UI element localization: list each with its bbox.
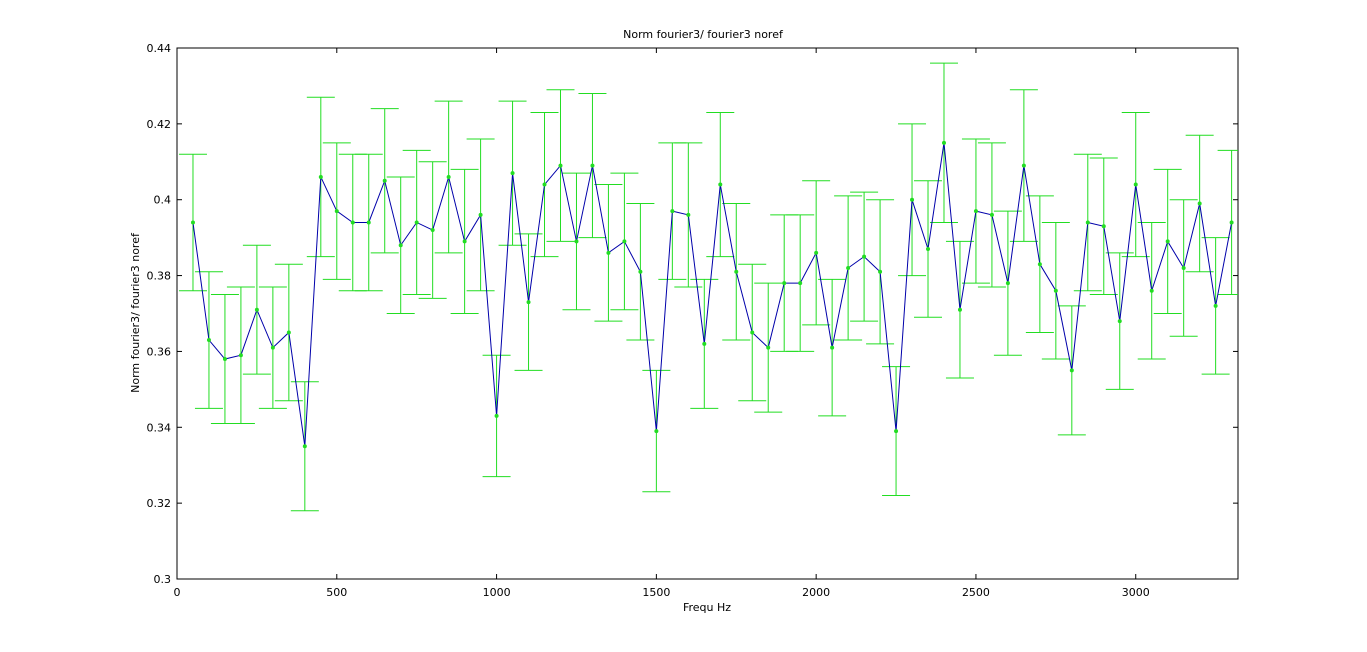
data-point bbox=[366, 220, 371, 225]
data-point bbox=[750, 330, 755, 335]
y-axis-ticks: 0.3 0.32 0.34 0.36 0.38 0.4 0.42 0.44 bbox=[147, 42, 1238, 586]
data-point bbox=[590, 163, 595, 168]
data-series bbox=[178, 62, 1238, 512]
data-point bbox=[606, 250, 611, 255]
data-point bbox=[622, 239, 627, 244]
data-point bbox=[926, 247, 931, 252]
data-point bbox=[734, 269, 739, 274]
data-point bbox=[910, 197, 915, 202]
data-point bbox=[1053, 288, 1058, 293]
data-point bbox=[526, 300, 531, 305]
y-tick-label: 0.3 bbox=[154, 573, 172, 586]
data-point bbox=[1021, 163, 1026, 168]
x-tick-label: 2000 bbox=[802, 586, 830, 599]
data-point bbox=[190, 220, 195, 225]
data-point bbox=[686, 212, 691, 217]
data-point bbox=[1117, 319, 1122, 324]
data-point bbox=[206, 338, 211, 343]
data-point bbox=[414, 220, 419, 225]
y-tick-label: 0.38 bbox=[147, 270, 172, 283]
data-point bbox=[462, 239, 467, 244]
x-tick-label: 3000 bbox=[1122, 586, 1150, 599]
x-axis-ticks: 0 500 1000 1500 2000 2500 3000 bbox=[174, 48, 1150, 599]
data-point bbox=[941, 140, 946, 145]
data-point bbox=[398, 243, 403, 248]
x-tick-label: 2500 bbox=[962, 586, 990, 599]
data-point bbox=[798, 281, 803, 286]
data-point bbox=[558, 163, 563, 168]
data-point bbox=[862, 254, 867, 259]
data-point bbox=[510, 171, 515, 176]
data-point bbox=[430, 228, 435, 233]
x-axis-label: Frequ Hz bbox=[683, 601, 731, 614]
data-point bbox=[1181, 265, 1186, 270]
data-point bbox=[1149, 288, 1154, 293]
data-point bbox=[702, 341, 707, 346]
data-point bbox=[989, 212, 994, 217]
data-point bbox=[494, 413, 499, 418]
x-tick-label: 1500 bbox=[642, 586, 670, 599]
data-point bbox=[574, 239, 579, 244]
data-point bbox=[302, 444, 307, 449]
data-point bbox=[1085, 220, 1090, 225]
data-point bbox=[1037, 262, 1042, 267]
data-point bbox=[1005, 281, 1010, 286]
data-point bbox=[846, 265, 851, 270]
data-point bbox=[222, 357, 227, 362]
data-point bbox=[638, 269, 643, 274]
data-point bbox=[878, 269, 883, 274]
data-point bbox=[1069, 368, 1074, 373]
y-tick-label: 0.42 bbox=[147, 118, 172, 131]
series-line bbox=[192, 142, 1233, 447]
y-tick-label: 0.32 bbox=[147, 497, 172, 510]
y-axis-label: Norm fourier3/ fourier3 noref bbox=[129, 232, 142, 393]
data-point bbox=[382, 178, 387, 183]
data-point bbox=[334, 209, 339, 214]
data-point bbox=[318, 174, 323, 179]
data-point bbox=[654, 429, 659, 434]
data-point bbox=[1197, 201, 1202, 206]
data-point bbox=[894, 429, 899, 434]
data-point bbox=[1213, 303, 1218, 308]
data-point bbox=[718, 182, 723, 187]
data-point bbox=[830, 345, 835, 350]
data-point bbox=[238, 353, 243, 358]
y-tick-label: 0.44 bbox=[147, 42, 172, 55]
data-point bbox=[542, 182, 547, 187]
x-tick-label: 500 bbox=[326, 586, 347, 599]
data-point bbox=[254, 307, 259, 312]
data-point bbox=[446, 174, 451, 179]
x-tick-label: 0 bbox=[174, 586, 181, 599]
data-point bbox=[1229, 220, 1234, 225]
data-point bbox=[350, 220, 355, 225]
chart-title: Norm fourier3/ fourier3 noref bbox=[623, 28, 784, 41]
data-point bbox=[1165, 239, 1170, 244]
data-point bbox=[286, 330, 291, 335]
y-tick-label: 0.34 bbox=[147, 421, 172, 434]
y-tick-label: 0.36 bbox=[147, 345, 172, 358]
data-point bbox=[1133, 182, 1138, 187]
data-point bbox=[814, 250, 819, 255]
y-tick-label: 0.4 bbox=[154, 194, 172, 207]
data-point bbox=[1101, 224, 1106, 229]
data-point bbox=[478, 212, 483, 217]
plot-area: 0 500 1000 1500 2000 2500 3000 0.3 0.32 0.34 0.36… bbox=[147, 42, 1239, 599]
data-point bbox=[957, 307, 962, 312]
data-point bbox=[766, 345, 771, 350]
data-point bbox=[973, 209, 978, 214]
data-point bbox=[670, 209, 675, 214]
x-tick-label: 1000 bbox=[483, 586, 511, 599]
data-point bbox=[782, 281, 787, 286]
data-point bbox=[270, 345, 275, 350]
